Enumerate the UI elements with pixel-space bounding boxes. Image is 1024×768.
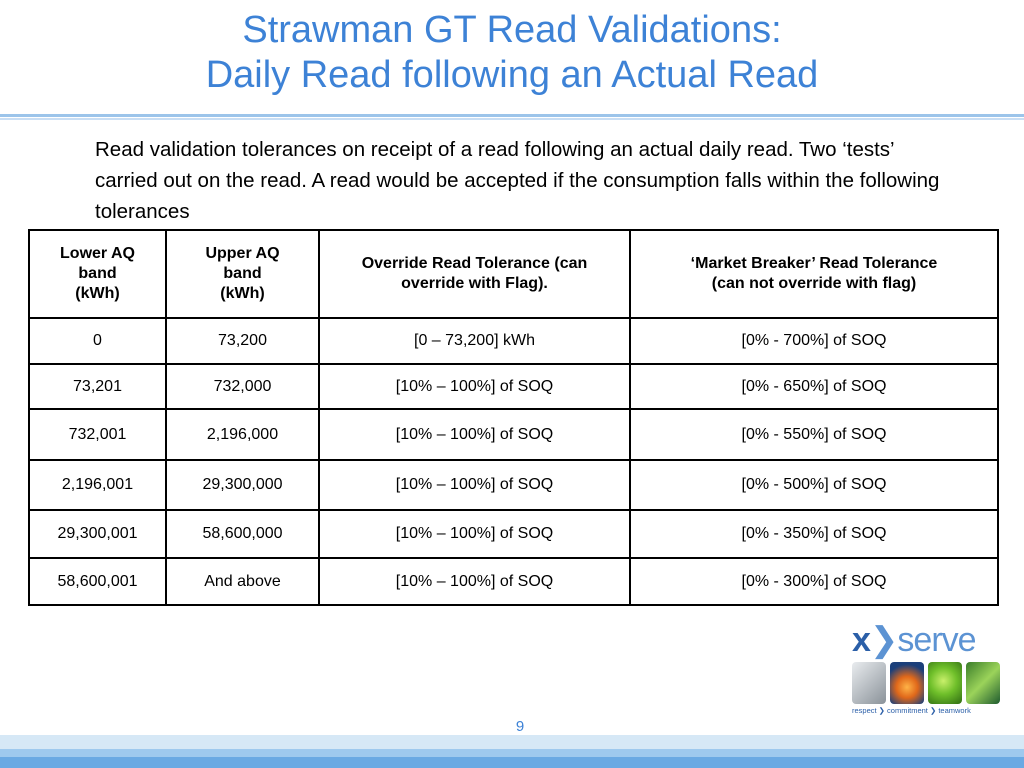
title-divider xyxy=(0,114,1024,117)
footer-band-mid xyxy=(0,749,1024,757)
header-override-read-tolerance: Override Read Tolerance (can override wi… xyxy=(318,229,631,319)
page-number: 9 xyxy=(515,718,525,735)
cell-override-tolerance: [10% – 100%] of SOQ xyxy=(318,509,631,559)
logo-image-tiles xyxy=(852,662,1002,706)
cell-market-breaker-tolerance: [0% - 300%] of SOQ xyxy=(629,557,999,606)
intro-text: Read validation tolerances on receipt of… xyxy=(95,138,940,223)
cell-lower-aq: 0 xyxy=(28,317,167,365)
footer-band-light xyxy=(0,735,1024,749)
title-divider-shadow xyxy=(0,118,1024,120)
header-market-breaker-tolerance: ‘Market Breaker’ Read Tolerance (can not… xyxy=(629,229,999,319)
cell-override-tolerance: [10% – 100%] of SOQ xyxy=(318,408,631,461)
cell-market-breaker-tolerance: [0% - 350%] of SOQ xyxy=(629,509,999,559)
table-row: 732,001 2,196,000 [10% – 100%] of SOQ [0… xyxy=(28,408,999,461)
xoserve-logo: x❯serve respect ❯ commitment ❯ teamwork xyxy=(848,620,1004,720)
table-row: 2,196,001 29,300,000 [10% – 100%] of SOQ… xyxy=(28,459,999,511)
slide-title-line-2: Daily Read following an Actual Read xyxy=(205,54,819,96)
table-row: 58,600,001 And above [10% – 100%] of SOQ… xyxy=(28,557,999,606)
network-image-icon xyxy=(966,662,1000,704)
cell-upper-aq: 73,200 xyxy=(165,317,320,365)
header-upper-aq-band: Upper AQ band (kWh) xyxy=(165,229,320,319)
logo-wordmark: x❯serve xyxy=(852,621,977,659)
keyboard-image-icon xyxy=(852,662,886,704)
cell-upper-aq: 732,000 xyxy=(165,363,320,410)
cell-market-breaker-tolerance: [0% - 550%] of SOQ xyxy=(629,408,999,461)
cell-override-tolerance: [10% – 100%] of SOQ xyxy=(318,363,631,410)
cell-market-breaker-tolerance: [0% - 500%] of SOQ xyxy=(629,459,999,511)
tolerance-table: Lower AQ band (kWh) Upper AQ band (kWh) … xyxy=(28,229,999,606)
cell-upper-aq: 29,300,000 xyxy=(165,459,320,511)
slide-title-line-1: Strawman GT Read Validations: xyxy=(242,9,782,51)
table-row: 0 73,200 [0 – 73,200] kWh [0% - 700%] of… xyxy=(28,317,999,365)
cell-lower-aq: 2,196,001 xyxy=(28,459,167,511)
cell-upper-aq: And above xyxy=(165,557,320,606)
cell-upper-aq: 2,196,000 xyxy=(165,408,320,461)
header-lower-aq-band: Lower AQ band (kWh) xyxy=(28,229,167,319)
cell-override-tolerance: [0 – 73,200] kWh xyxy=(318,317,631,365)
cell-lower-aq: 732,001 xyxy=(28,408,167,461)
cell-lower-aq: 58,600,001 xyxy=(28,557,167,606)
gas-flame-image-icon xyxy=(890,662,924,704)
table-row: 73,201 732,000 [10% – 100%] of SOQ [0% -… xyxy=(28,363,999,410)
cell-lower-aq: 29,300,001 xyxy=(28,509,167,559)
footer-band-dark xyxy=(0,757,1024,768)
cell-market-breaker-tolerance: [0% - 700%] of SOQ xyxy=(629,317,999,365)
slide-title: Strawman GT Read Validations: Daily Read… xyxy=(0,8,1024,98)
table-row: 29,300,001 58,600,000 [10% – 100%] of SO… xyxy=(28,509,999,559)
cell-override-tolerance: [10% – 100%] of SOQ xyxy=(318,459,631,511)
logo-chevron-icon: ❯ xyxy=(869,621,898,659)
cell-lower-aq: 73,201 xyxy=(28,363,167,410)
leaf-image-icon xyxy=(928,662,962,704)
cell-upper-aq: 58,600,000 xyxy=(165,509,320,559)
table-header-row: Lower AQ band (kWh) Upper AQ band (kWh) … xyxy=(28,229,999,319)
logo-tagline: respect ❯ commitment ❯ teamwork xyxy=(852,706,971,715)
cell-market-breaker-tolerance: [0% - 650%] of SOQ xyxy=(629,363,999,410)
cell-override-tolerance: [10% – 100%] of SOQ xyxy=(318,557,631,606)
